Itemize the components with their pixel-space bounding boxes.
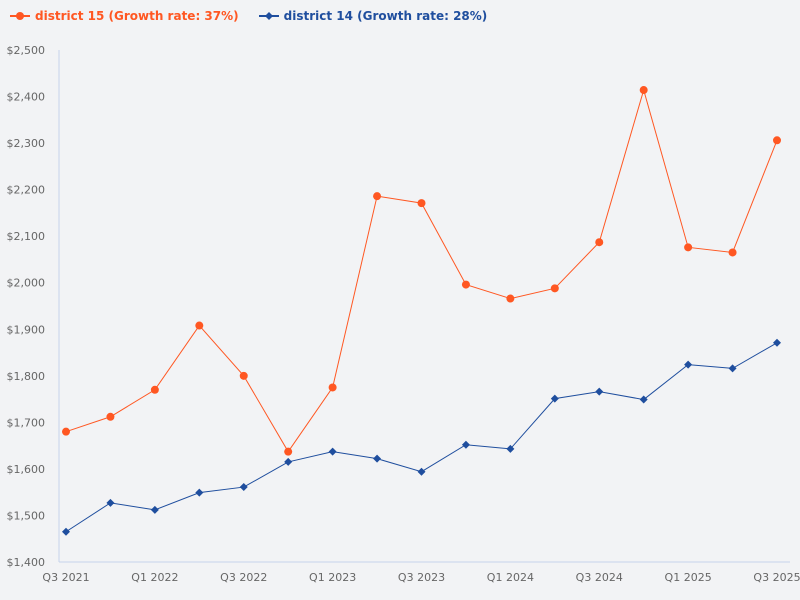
y-tick-label: $1,600 [7,463,46,476]
y-tick-label: $2,300 [7,137,46,150]
data-point [62,527,70,536]
legend-label: district 14 (Growth rate: 28%) [283,9,488,23]
data-point [595,238,604,247]
data-point [417,467,426,476]
data-point [506,294,515,303]
data-point [284,457,293,466]
data-point [150,505,159,514]
data-point [417,199,426,208]
data-point [195,488,204,497]
series-line-1 [65,88,778,453]
y-tick-label: $1,400 [7,556,46,569]
y-tick-label: $2,500 [7,44,46,57]
data-point [728,248,737,257]
x-tick-label: Q1 2025 [665,571,712,584]
data-point [550,284,559,293]
y-tick-label: $2,100 [7,230,46,243]
x-tick-label: Q3 2022 [220,571,267,584]
data-point [373,454,382,463]
data-point [506,444,515,453]
x-tick-label: Q3 2025 [753,571,800,584]
x-tick-label: Q1 2022 [131,571,178,584]
y-tick-label: $2,200 [7,184,46,197]
data-point [639,395,648,404]
x-tick-label: Q3 2021 [42,571,89,584]
y-tick-label: $1,500 [7,509,46,522]
data-point [195,321,204,330]
legend-item-district-14[interactable]: district 14 (Growth rate: 28%) [258,9,488,23]
y-tick-label: $2,400 [7,91,46,104]
y-tick-label: $1,800 [7,370,46,383]
legend: district 15 (Growth rate: 37%) district … [10,9,487,23]
legend-item-district-15[interactable]: district 15 (Growth rate: 37%) [10,9,239,23]
data-point [284,447,293,456]
data-point [639,86,648,95]
series-line-2 [65,342,778,533]
data-point [773,136,781,145]
x-tick-label: Q3 2023 [398,571,445,584]
y-tick-label: $1,700 [7,416,46,429]
data-point [239,483,248,492]
data-point [684,243,693,252]
x-tick-label: Q1 2024 [487,571,534,584]
data-point [461,440,470,449]
data-point [62,427,70,436]
data-point [550,394,559,403]
data-point [150,385,159,394]
data-point [328,447,337,456]
data-point [239,371,248,380]
circle-marker-icon [10,12,30,20]
diamond-marker-icon [258,12,279,20]
legend-label: district 15 (Growth rate: 37%) [35,9,239,23]
x-tick-label: Q1 2023 [309,571,356,584]
y-tick-label: $1,900 [7,323,46,336]
y-tick-label: $2,000 [7,277,46,290]
data-point [106,498,115,507]
x-tick-label: Q3 2024 [576,571,623,584]
data-point [728,364,737,373]
data-point [595,387,604,396]
data-point [328,383,337,392]
data-point [461,280,470,289]
data-point [684,360,693,369]
data-point [773,338,781,347]
data-point [106,412,115,421]
data-point [373,192,382,201]
